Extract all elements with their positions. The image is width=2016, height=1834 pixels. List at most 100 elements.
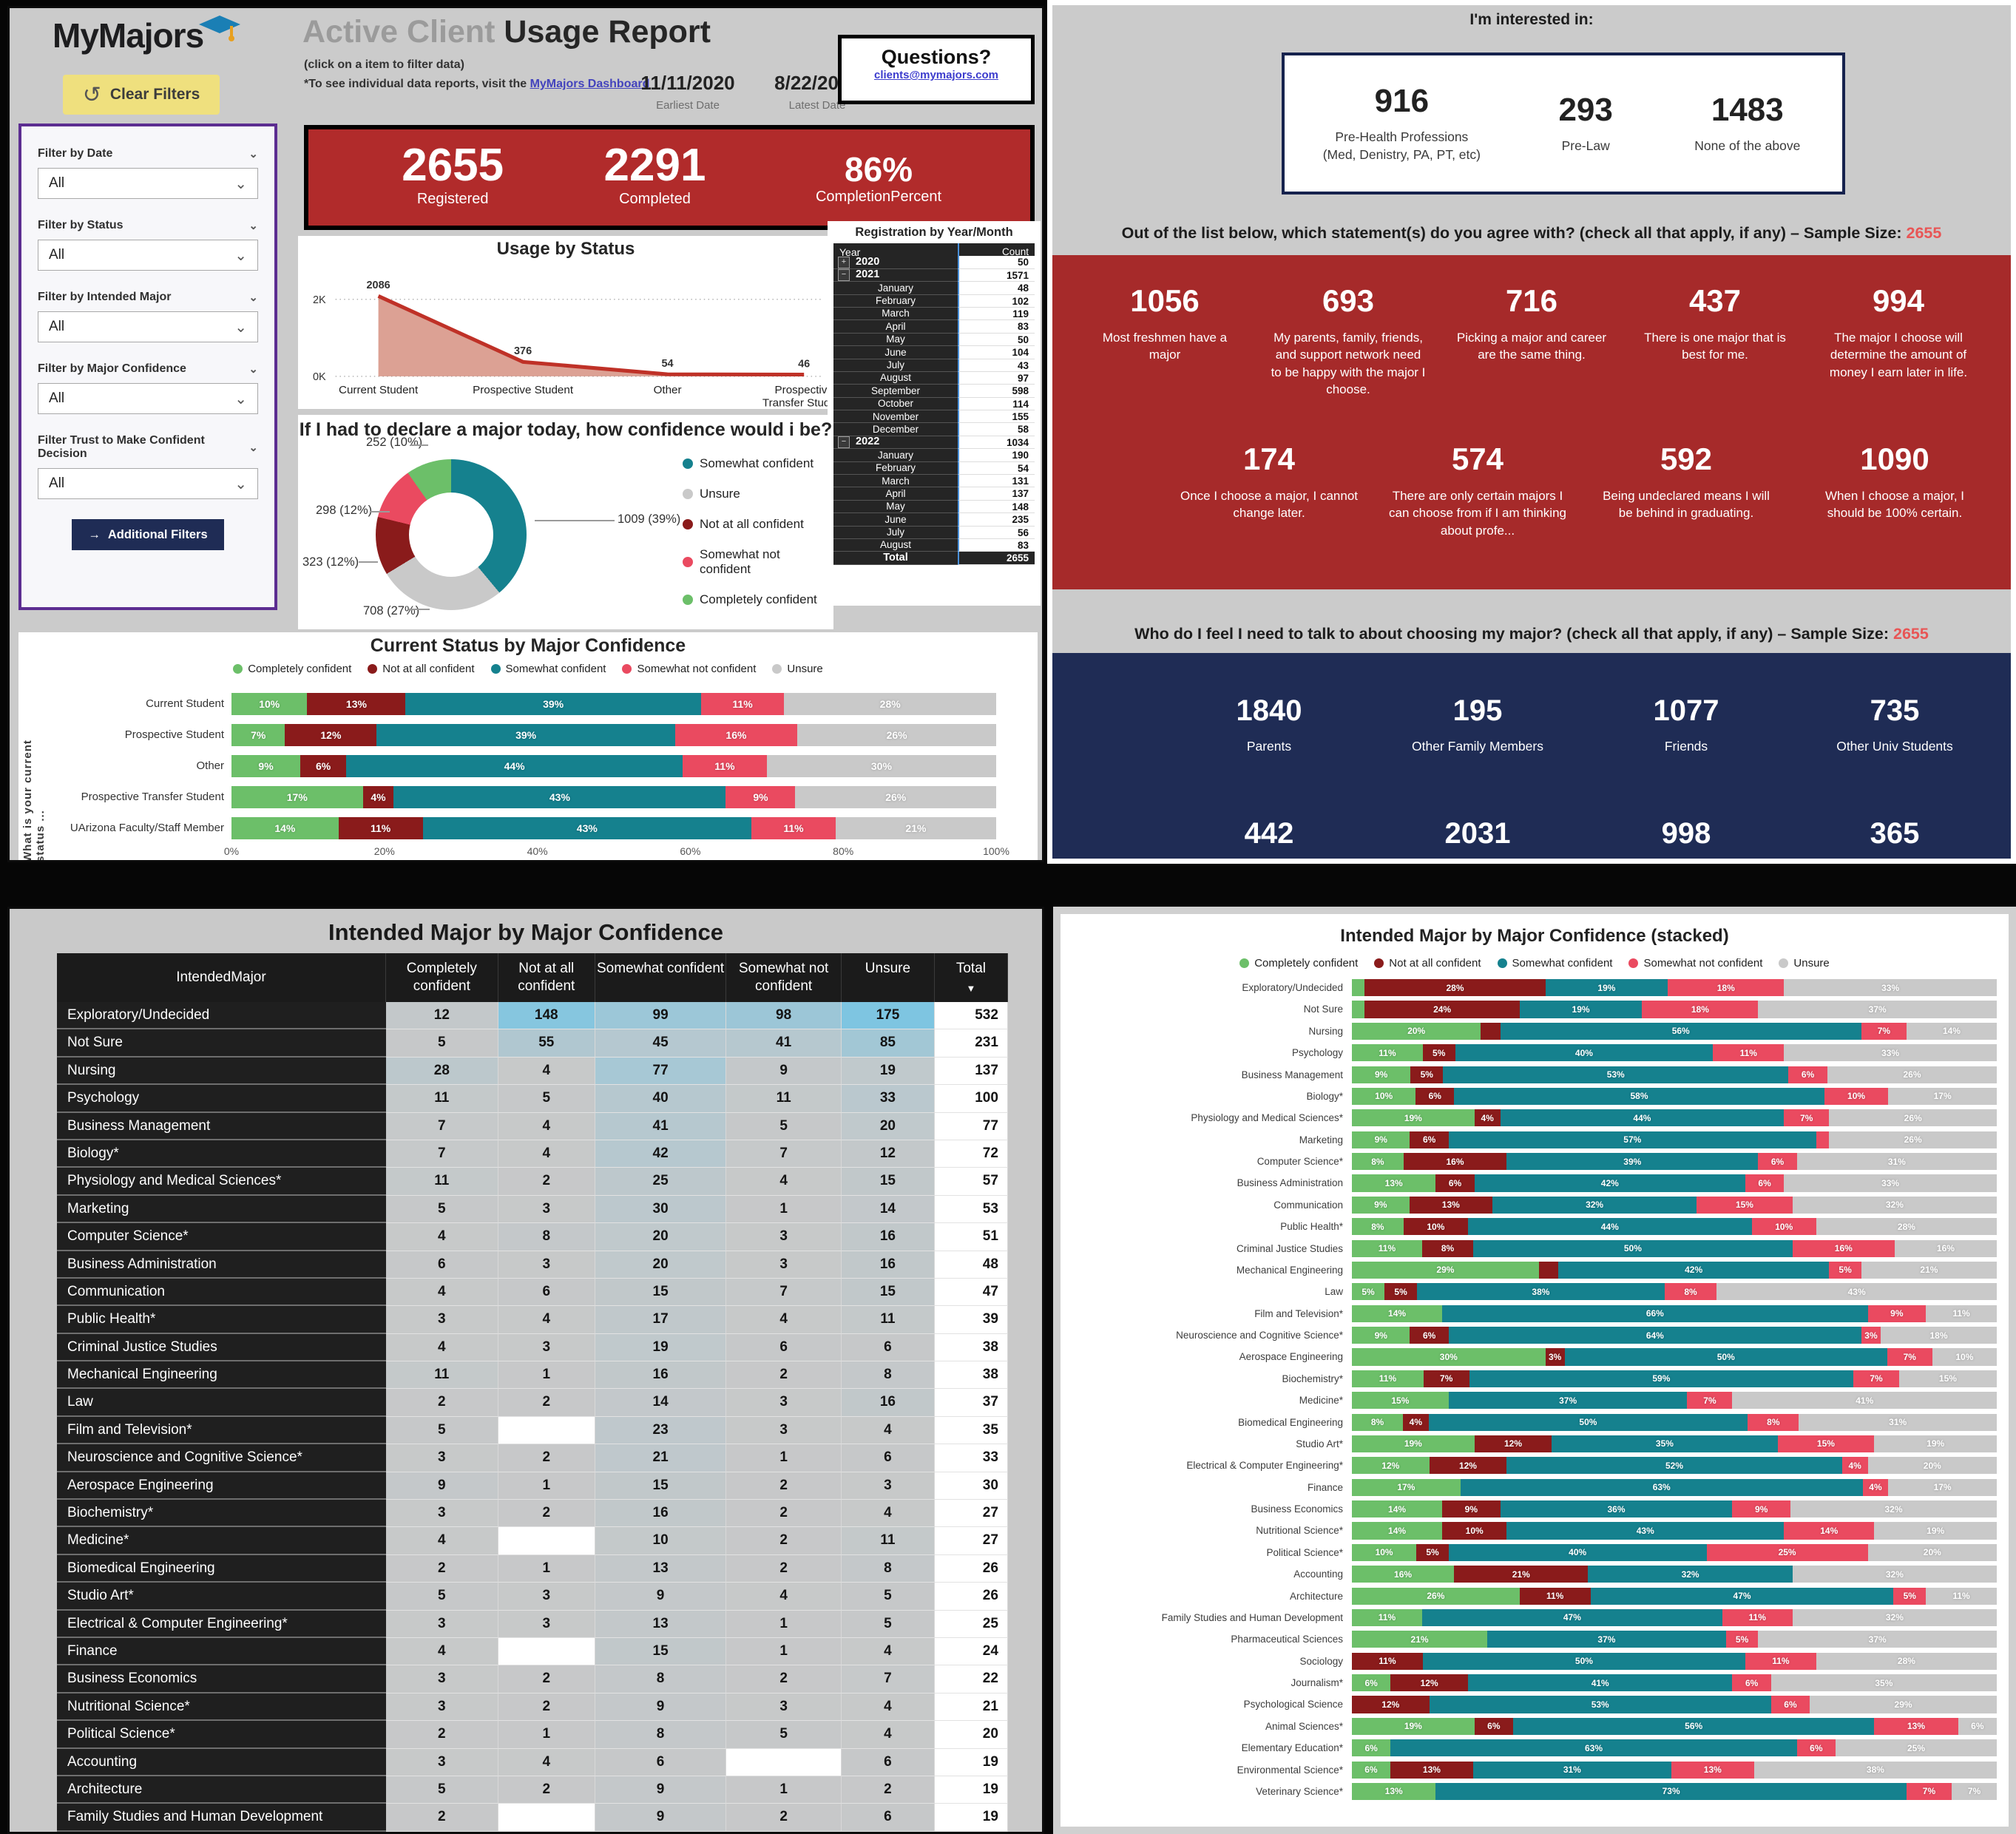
bar-segment[interactable]: 6% — [1352, 1761, 1390, 1779]
table-row[interactable]: August 83 — [833, 538, 1035, 552]
bar-segment[interactable]: 11% — [1713, 1044, 1785, 1062]
bar-segment[interactable]: 6% — [1435, 1174, 1475, 1192]
value-cell[interactable]: 2 — [385, 1389, 498, 1417]
value-cell[interactable]: 2 — [726, 1665, 842, 1693]
table-row[interactable]: Business Management 7 4 41 5 20 77 — [57, 1112, 1008, 1140]
additional-filters-button[interactable]: → Additional Filters — [72, 519, 224, 550]
value-cell[interactable] — [498, 1416, 595, 1445]
value-cell[interactable]: 4 — [498, 1748, 595, 1776]
bar-segment[interactable]: 28% — [1816, 1218, 1998, 1236]
value-cell[interactable]: 15 — [595, 1637, 727, 1666]
bar-segment[interactable]: 9% — [231, 755, 301, 777]
bar-segment[interactable]: 21% — [1454, 1566, 1589, 1583]
kpi-completed[interactable]: 2291 Completed — [547, 141, 763, 208]
table-row[interactable]: Mechanical Engineering 11 1 16 2 8 38 — [57, 1361, 1008, 1390]
bar-segment[interactable]: 18% — [1668, 979, 1785, 997]
value-cell[interactable]: 2 — [726, 1554, 842, 1583]
bar-segment[interactable]: 6% — [1410, 1327, 1449, 1344]
bar-segment[interactable]: 11% — [1352, 1652, 1423, 1670]
bar-segment[interactable]: 33% — [1784, 979, 1997, 997]
bar-segment[interactable]: 10% — [1932, 1348, 1997, 1366]
value-cell[interactable]: 2 — [498, 1389, 595, 1417]
bar-segment[interactable]: 40% — [1455, 1044, 1714, 1062]
bar-segment[interactable]: 7% — [1861, 1022, 1907, 1040]
survey-stat[interactable]: 442 — [1165, 817, 1373, 850]
bar-segment[interactable]: 7% — [1423, 1370, 1469, 1387]
value-cell[interactable]: 4 — [841, 1637, 935, 1666]
bar-segment[interactable]: 6% — [1415, 1087, 1455, 1106]
bar-segment[interactable]: 7% — [1853, 1370, 1899, 1387]
value-cell[interactable]: 5 — [385, 1583, 498, 1611]
questions-email-link[interactable]: clients@mymajors.com — [873, 69, 999, 81]
survey-stat[interactable]: 574 There are only certain majors I can c… — [1373, 441, 1582, 539]
bar-segment[interactable]: 16% — [1792, 1239, 1895, 1257]
chevron-down-icon[interactable]: ⌄ — [248, 148, 258, 160]
bar-segment[interactable]: 12% — [1474, 1435, 1552, 1453]
value-cell[interactable]: 1 — [498, 1554, 595, 1583]
bar-segment[interactable]: 12% — [1352, 1457, 1430, 1475]
value-cell[interactable]: 4 — [498, 1140, 595, 1168]
value-cell[interactable]: 2 — [498, 1693, 595, 1722]
bar-segment[interactable]: 17% — [1888, 1087, 1997, 1106]
bar-segment[interactable]: 13% — [1671, 1761, 1754, 1779]
table-row[interactable]: March 119 — [833, 307, 1035, 321]
table-row[interactable]: Psychology 11 5 40 11 33 100 — [57, 1085, 1008, 1113]
value-cell[interactable]: 2 — [498, 1168, 595, 1196]
bar-segment[interactable]: 13% — [307, 693, 406, 715]
table-row[interactable]: May 148 — [833, 500, 1035, 514]
value-cell[interactable]: 11 — [841, 1306, 935, 1334]
value-cell[interactable]: 16 — [841, 1223, 935, 1251]
value-cell[interactable]: 45 — [595, 1029, 727, 1058]
value-cell[interactable]: 2 — [498, 1665, 595, 1693]
bar-segment[interactable]: 40% — [1448, 1543, 1707, 1561]
bar-segment[interactable]: 50% — [1564, 1348, 1887, 1366]
bar-segment[interactable]: 17% — [1352, 1478, 1461, 1496]
value-cell[interactable]: 30 — [595, 1195, 727, 1224]
bar-segment[interactable]: 39% — [1506, 1153, 1759, 1171]
bar-segment[interactable]: 12% — [1429, 1457, 1507, 1475]
value-cell[interactable]: 77 — [595, 1057, 727, 1086]
value-cell[interactable]: 5 — [726, 1721, 842, 1749]
value-cell[interactable]: 23 — [595, 1416, 727, 1445]
value-cell[interactable]: 8 — [498, 1223, 595, 1251]
bar-segment[interactable]: 5% — [1416, 1543, 1449, 1561]
filter-dropdown[interactable]: All ⌄ — [38, 468, 258, 499]
value-cell[interactable]: 9 — [595, 1583, 727, 1611]
bar-segment[interactable]: 19% — [1519, 1001, 1643, 1018]
bar-segment[interactable]: 29% — [1810, 1696, 1997, 1713]
value-cell[interactable]: 19 — [841, 1057, 935, 1086]
value-cell[interactable]: 4 — [498, 1306, 595, 1334]
bar-segment[interactable]: 6% — [1788, 1066, 1827, 1083]
bar-segment[interactable]: 11% — [1352, 1044, 1423, 1062]
bar-segment[interactable]: 13% — [1352, 1782, 1436, 1801]
bar-segment[interactable]: 10% — [1751, 1218, 1816, 1236]
value-cell[interactable]: 20 — [595, 1251, 727, 1279]
bar-segment[interactable]: 20% — [1867, 1457, 1997, 1475]
value-cell[interactable]: 9 — [595, 1776, 727, 1804]
bar-segment[interactable]: 31% — [1796, 1153, 1997, 1171]
bar-segment[interactable]: 8% — [1352, 1153, 1404, 1171]
value-cell[interactable]: 2 — [726, 1472, 842, 1500]
bar-segment[interactable]: 9% — [1352, 1196, 1410, 1214]
value-cell[interactable]: 3 — [498, 1195, 595, 1224]
bar-segment[interactable]: 11% — [1519, 1587, 1591, 1605]
bar-segment[interactable]: 39% — [376, 724, 675, 746]
bar-segment[interactable]: 17% — [1888, 1478, 1997, 1496]
legend-item[interactable]: Somewhat confident — [1497, 957, 1612, 970]
bar-segment[interactable]: 11% — [1745, 1652, 1816, 1670]
bar-segment[interactable]: 28% — [1816, 1652, 1997, 1670]
bar-segment[interactable]: 6% — [1352, 1739, 1391, 1757]
bar-segment[interactable]: 7% — [1906, 1782, 1952, 1801]
value-cell[interactable]: 1 — [498, 1361, 595, 1390]
bar-segment[interactable]: 41% — [1732, 1392, 1997, 1410]
value-cell[interactable]: 4 — [841, 1416, 935, 1445]
bar-segment[interactable]: 25% — [1706, 1543, 1868, 1561]
survey-stat[interactable]: 735 Other Univ Students — [1790, 694, 1999, 755]
value-cell[interactable]: 8 — [841, 1554, 935, 1583]
value-cell[interactable]: 13 — [595, 1610, 727, 1638]
bar-segment[interactable]: 17% — [231, 786, 363, 808]
table-row[interactable]: November 155 — [833, 410, 1035, 424]
value-cell[interactable]: 33 — [841, 1085, 935, 1113]
bar-segment[interactable]: 15% — [1777, 1435, 1875, 1453]
bar-segment[interactable]: 6% — [1796, 1739, 1836, 1757]
